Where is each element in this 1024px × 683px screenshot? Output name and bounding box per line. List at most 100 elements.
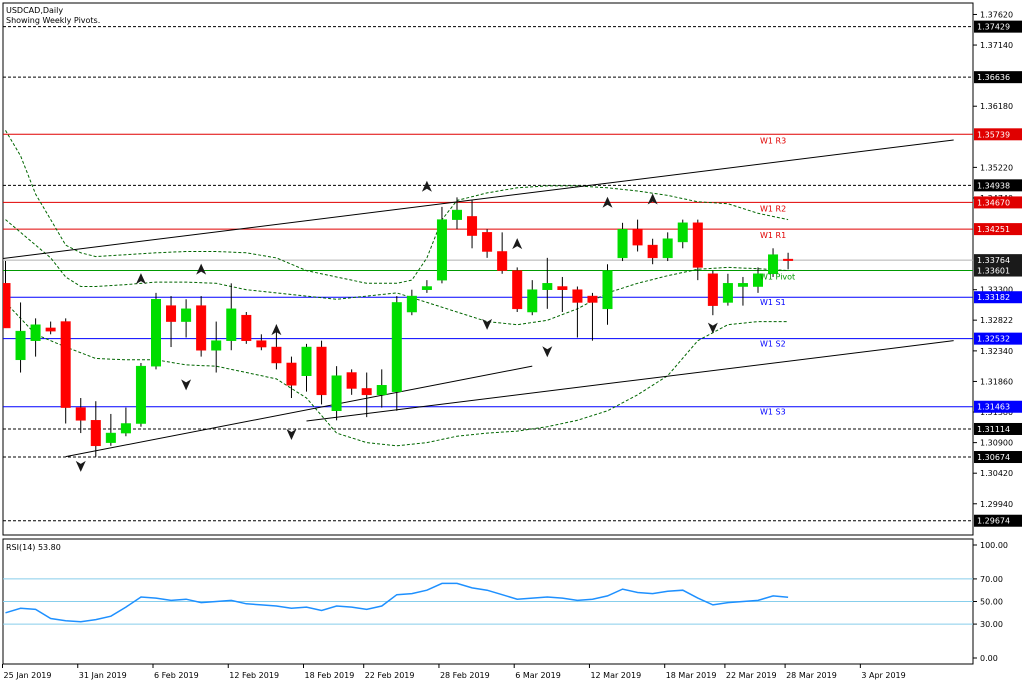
candle-body [135, 365, 146, 424]
candle-body [406, 295, 417, 313]
candle-body [15, 330, 26, 361]
price-tick-label: 1.29940 [980, 500, 1013, 509]
pivot-tag: 1.35739 [977, 130, 1010, 139]
candle-body [602, 270, 613, 310]
pivot-tag-bg [974, 128, 1022, 141]
candle-body [722, 283, 733, 303]
candle-body [316, 346, 327, 396]
date-tick-label: 31 Jan 2019 [79, 671, 127, 680]
date-tick-label: 6 Feb 2019 [154, 671, 199, 680]
candle-body [452, 209, 462, 220]
upper-channel-line [3, 139, 954, 260]
candle-body [436, 219, 447, 281]
dotted-level-tag-bg [974, 179, 1022, 192]
candle-body [45, 327, 56, 332]
chart-subtitle: Showing Weekly Pivots. [6, 16, 100, 25]
current-price-tag: 1.33764 [977, 256, 1010, 265]
candle-body [211, 340, 222, 351]
candle-body [572, 289, 583, 303]
fractal-up-arrow-icon [196, 263, 207, 275]
fractal-up-arrow-icon [602, 196, 613, 208]
dotted-level-tag-bg [974, 514, 1022, 527]
dotted-level-tag-bg [974, 451, 1022, 464]
candle-body [331, 375, 342, 412]
fractal-down-arrow-icon [482, 318, 493, 330]
date-tick-label: 25 Jan 2019 [4, 671, 52, 680]
price-tick-label: 1.37620 [980, 10, 1013, 19]
dotted-level-tag: 1.37429 [977, 23, 1010, 32]
candle-body [632, 228, 643, 246]
fractal-up-arrow-icon [421, 180, 432, 192]
price-panel-frame [2, 2, 974, 536]
candle-body [467, 216, 478, 236]
dotted-level-tag: 1.29674 [977, 517, 1010, 526]
dotted-level-tag: 1.36636 [977, 73, 1010, 82]
middle-channel-line [65, 365, 533, 458]
candle-body [482, 232, 493, 252]
price-tick-label: 1.37140 [980, 41, 1013, 50]
pivot-label: W1 S1 [760, 298, 786, 307]
dotted-level-tag: 1.34938 [977, 181, 1010, 190]
lower-channel-line [306, 340, 954, 422]
fractal-down-arrow-icon [707, 322, 718, 334]
rsi-tick-label: 100.00 [980, 541, 1008, 550]
candle-body [196, 305, 207, 351]
dotted-level-tag: 1.30674 [977, 453, 1010, 462]
pivot-tag-bg [974, 223, 1022, 236]
candle-body [346, 372, 357, 389]
candle-body [151, 299, 161, 367]
candle-body [376, 385, 387, 396]
pivot-tag-bg [974, 264, 1022, 277]
candle-body [617, 228, 628, 259]
upper-band-line [5, 130, 789, 284]
candle-body [647, 244, 658, 259]
candle-body [3, 283, 11, 329]
date-tick-label: 18 Feb 2019 [305, 671, 355, 680]
pivot-tag-bg [974, 400, 1022, 413]
candle-body [286, 362, 297, 386]
candle-body [707, 273, 718, 306]
date-tick-label: 12 Mar 2019 [590, 671, 641, 680]
pivot-label: W1 R3 [760, 136, 786, 145]
candle-body [557, 286, 568, 290]
fractal-up-arrow-icon [647, 193, 658, 205]
pivot-tag-bg [974, 332, 1022, 345]
candle-body [226, 308, 237, 341]
price-tick-label: 1.30420 [980, 469, 1013, 478]
date-tick-label: 28 Feb 2019 [440, 671, 490, 680]
pivot-tag: 1.33182 [977, 293, 1010, 302]
date-tick-label: 18 Mar 2019 [666, 671, 717, 680]
fractal-down-arrow-icon [181, 379, 192, 391]
candle-body [166, 305, 177, 322]
candle-body [105, 432, 116, 443]
fractal-down-arrow-icon [75, 460, 86, 472]
candle-body [662, 238, 673, 259]
candle-body [181, 308, 192, 322]
candle-body [512, 270, 523, 310]
dotted-level-tag: 1.31114 [977, 425, 1010, 434]
candle-body [361, 388, 372, 396]
price-tick-label: 1.30900 [980, 439, 1013, 448]
chart-symbol-label: USDCAD,Daily [6, 6, 63, 15]
pivot-label: W1 S2 [760, 340, 786, 349]
candle-body [90, 420, 101, 447]
candle-body [271, 346, 282, 364]
pivot-tag: 1.31463 [977, 403, 1010, 412]
candle-body [542, 283, 553, 290]
candle-body [497, 251, 508, 271]
fractal-up-arrow-icon [512, 238, 523, 250]
candle-body [737, 283, 748, 287]
candle-body [256, 340, 267, 348]
candle-body [75, 407, 86, 421]
pivot-tag: 1.33601 [977, 267, 1010, 276]
pivot-tag: 1.32532 [977, 335, 1010, 344]
middle-band-line [5, 219, 789, 326]
price-plot-area [3, 26, 973, 522]
rsi-tick-label: 0.00 [980, 654, 998, 663]
candle-body [527, 289, 538, 313]
pivot-label: W1 R1 [760, 231, 786, 240]
candle-body [391, 302, 402, 392]
date-tick-label: 22 Feb 2019 [365, 671, 415, 680]
date-tick-label: 28 Mar 2019 [786, 671, 837, 680]
fractal-up-arrow-icon [271, 324, 282, 336]
